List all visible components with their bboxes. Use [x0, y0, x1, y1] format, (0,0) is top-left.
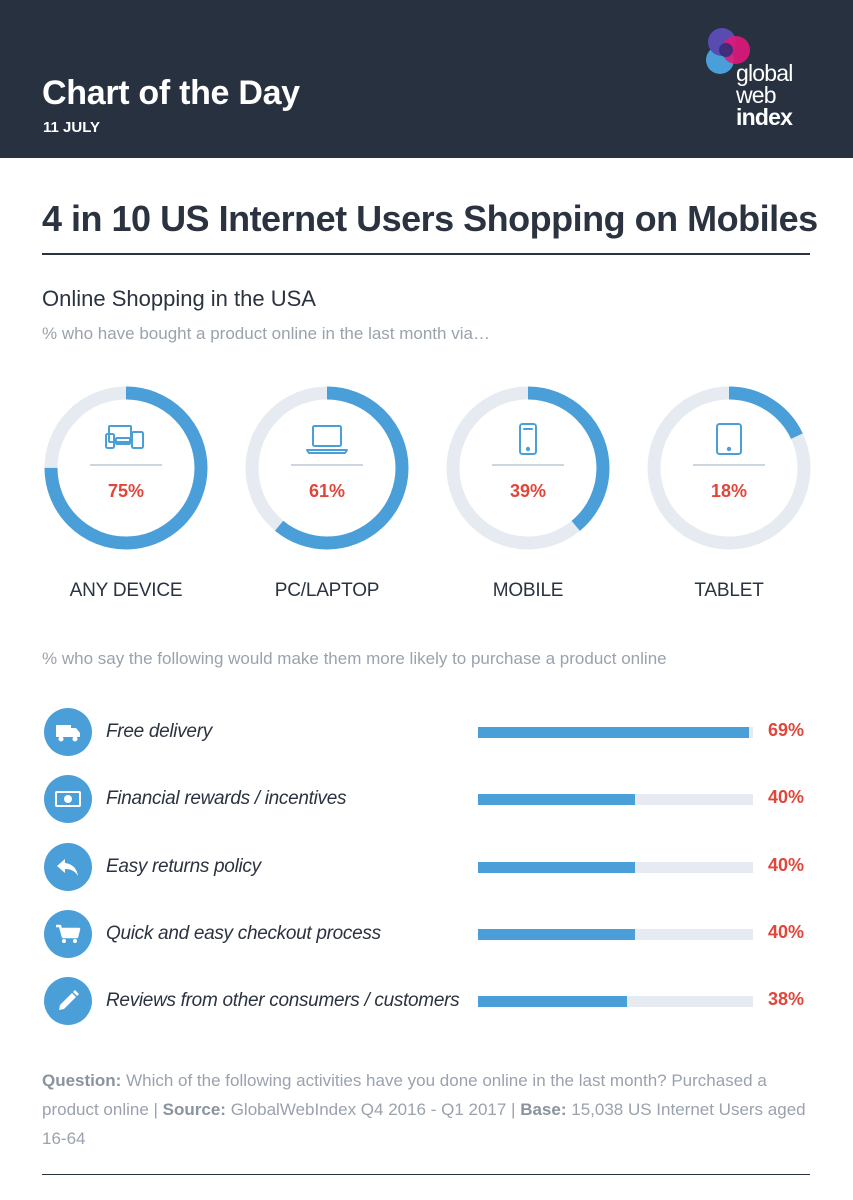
bar-fill	[478, 929, 635, 940]
footnote: Question: Which of the following activit…	[42, 1066, 817, 1153]
logo-word-2: web	[736, 82, 777, 108]
bar-category-label: Reviews from other consumers / customers	[106, 990, 460, 1011]
donut-section-title: Online Shopping in the USA	[42, 286, 316, 311]
donut-tablet: 18%	[645, 384, 813, 552]
donut-value-label: 61%	[308, 481, 346, 501]
donut-any-device: 75%	[42, 384, 210, 552]
bar-value-label: 40%	[767, 922, 804, 942]
donut-ring	[245, 386, 409, 550]
bar-row: Reviews from other consumers / customers…	[0, 977, 853, 1025]
laptop-icon	[293, 422, 361, 458]
bar-row: Financial rewards / incentives 40%	[0, 775, 853, 823]
truck-icon	[44, 708, 92, 756]
logo-word-1: global	[736, 60, 793, 86]
donut-mobile: 39%	[444, 384, 612, 552]
base-text: 15,038 US Internet Users aged 16-64	[42, 1100, 806, 1148]
bar-fill	[478, 862, 635, 873]
donut-arc	[44, 386, 208, 550]
bar-value-label: 38%	[767, 989, 804, 1009]
header-title: Chart of the Day	[42, 74, 300, 112]
page-title: 4 in 10 US Internet Users Shopping on Mo…	[42, 198, 818, 239]
donut-section-subtitle: % who have bought a product online in th…	[42, 324, 490, 343]
bar-category-label: Financial rewards / incentives	[106, 788, 347, 809]
logo-word-3: index	[736, 104, 793, 130]
source-text: GlobalWebIndex Q4 2016 - Q1 2017 |	[225, 1100, 521, 1119]
bar-track	[478, 929, 753, 940]
bar-value-label: 40%	[767, 787, 804, 807]
header-date: 11 JULY	[43, 119, 100, 136]
header-banner: Chart of the Day 11 JULY global web inde…	[0, 0, 853, 158]
question-text: Which of the following activities have y…	[42, 1071, 767, 1119]
tablet-icon	[695, 422, 763, 458]
bar-value-label: 40%	[767, 855, 804, 875]
donut-arc	[446, 386, 610, 550]
title-divider	[42, 253, 810, 255]
bar-section-subtitle: % who say the following would make them …	[42, 649, 667, 668]
bar-row: Free delivery 69%	[0, 708, 853, 756]
bar-track	[478, 862, 753, 873]
donut-category-label: TABLET	[694, 580, 764, 601]
bar-category-label: Free delivery	[106, 721, 212, 742]
donut-divider	[90, 464, 162, 466]
donut-arc	[647, 386, 811, 550]
donut-ring	[44, 386, 208, 550]
donut-category-label: PC/LAPTOP	[274, 580, 380, 601]
pencil-icon	[44, 977, 92, 1025]
donut-divider	[291, 464, 363, 466]
bar-category-label: Easy returns policy	[106, 856, 261, 877]
bar-fill	[478, 727, 749, 738]
bar-track	[478, 794, 753, 805]
bar-track	[478, 996, 753, 1007]
donut-category-label: ANY DEVICE	[69, 580, 183, 601]
source-label: Source:	[162, 1100, 226, 1119]
return-arrow-icon	[44, 843, 92, 891]
bar-row: Quick and easy checkout process 40%	[0, 910, 853, 958]
globalwebindex-logo-icon	[706, 28, 750, 74]
logo-wordmark: global web index	[736, 60, 826, 130]
bar-fill	[478, 794, 635, 805]
donut-ring	[647, 386, 811, 550]
question-label: Question:	[42, 1071, 122, 1090]
bar-row: Easy returns policy 40%	[0, 843, 853, 891]
donut-arc	[245, 386, 409, 550]
bar-category-label: Quick and easy checkout process	[106, 923, 381, 944]
money-icon	[44, 775, 92, 823]
donut-value-label: 39%	[509, 481, 547, 501]
bar-value-label: 69%	[767, 720, 804, 740]
donut-value-label: 75%	[107, 481, 145, 501]
donut-divider	[492, 464, 564, 466]
base-label: Base:	[520, 1100, 567, 1119]
donut-ring	[446, 386, 610, 550]
donut-divider	[693, 464, 765, 466]
bar-fill	[478, 996, 627, 1007]
footer-divider	[42, 1174, 810, 1175]
donut-value-label: 18%	[710, 481, 748, 501]
donut-pc-laptop: 61%	[243, 384, 411, 552]
donut-category-label: MOBILE	[492, 580, 564, 601]
multi-device-icon	[92, 422, 160, 458]
bar-track	[478, 727, 753, 738]
smartphone-icon	[494, 422, 562, 458]
cart-icon	[44, 910, 92, 958]
